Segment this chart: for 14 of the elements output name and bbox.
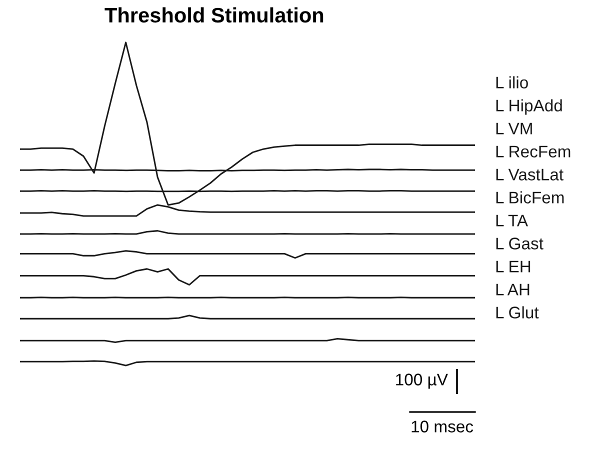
text: L TA <box>496 214 528 226</box>
text: L BicFem <box>496 191 564 204</box>
text: L RecFem <box>496 146 570 158</box>
text: L VM <box>496 122 532 134</box>
text: L AH <box>496 284 530 296</box>
text: L HipAdd <box>496 99 562 115</box>
text: 100 µV <box>396 374 448 389</box>
chart-title: Threshold Stimulation <box>104 7 324 23</box>
text: L Gast <box>496 238 544 250</box>
text: 10 msec <box>412 420 474 432</box>
text: L ilio <box>496 76 528 88</box>
text: L EH <box>496 260 530 272</box>
text: L Glut <box>496 306 539 318</box>
text: L VastLat <box>496 168 564 180</box>
